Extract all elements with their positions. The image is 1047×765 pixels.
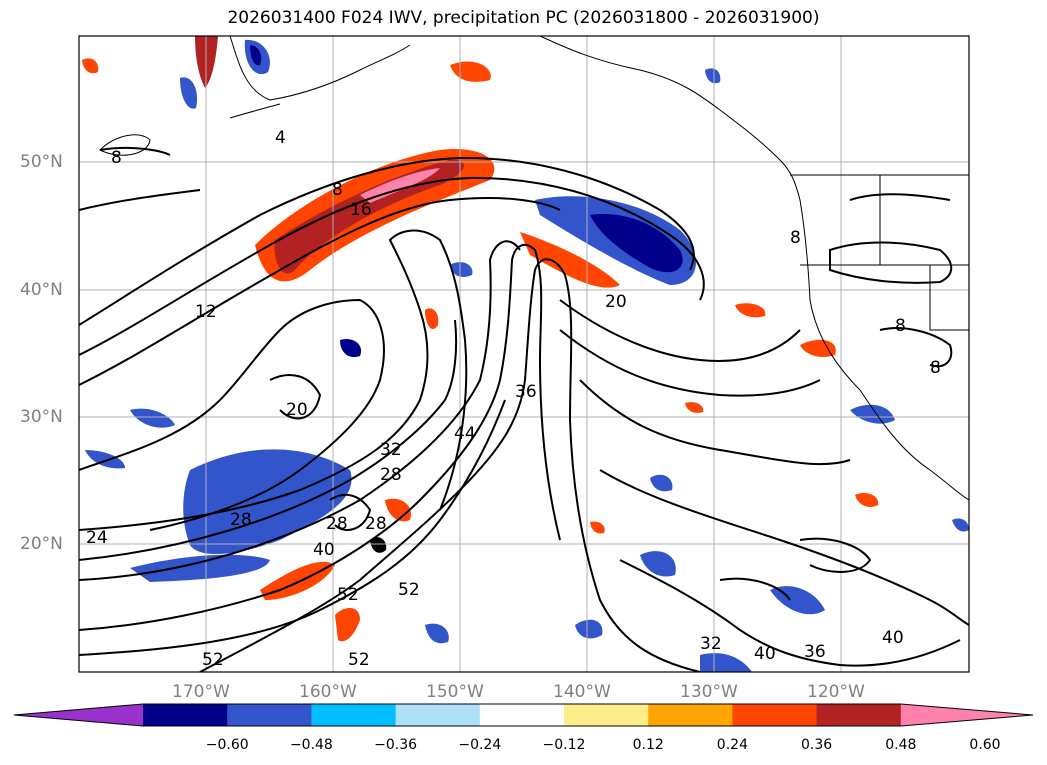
contour-label: 8 [930,358,941,378]
colorbar-extend-high [900,704,1033,726]
colorbar-tick-label: 0.36 [801,737,833,753]
contour-label: 24 [86,528,108,548]
lat-label-20n: 20°N [20,534,63,554]
contour-label: 4 [275,128,286,148]
coastlines [99,36,969,501]
contour-label: 40 [754,644,776,664]
contour-label: 28 [230,510,252,530]
contour-label: 20 [286,400,308,420]
contour-label: 16 [350,200,372,220]
colorbar-segment [479,704,565,726]
colorbar-segment [816,704,902,726]
lon-label-120w: 120°W [807,682,865,702]
lon-label-160w: 160°W [299,682,357,702]
colorbar-tick-label: −0.12 [542,737,586,753]
colorbar-tick-label: −0.48 [289,737,333,753]
colorbar-tick-label: −0.24 [458,737,502,753]
lon-label-130w: 130°W [680,682,738,702]
colorbar-segment [564,704,649,726]
contour-label: 8 [895,316,906,336]
contour-label: 8 [111,148,122,168]
colorbar-segment [732,704,818,726]
contour-label: 44 [454,424,476,444]
contour-label: 28 [326,514,348,534]
lon-label-170w: 170°W [172,682,230,702]
lat-label-30n: 30°N [20,407,63,427]
lat-label-40n: 40°N [20,280,63,300]
colorbar-tick-label: 0.12 [632,737,664,753]
iwv-contours [79,146,969,672]
contour-label: 52 [337,585,359,605]
colorbar-segment [143,704,228,726]
map-title: 2026031400 F024 IWV, precipitation PC (2… [227,8,820,28]
contour-label: 40 [313,540,335,560]
lat-label-50n: 50°N [20,152,63,172]
contour-label: 52 [398,580,420,600]
colorbar-tick-label: −0.60 [205,737,249,753]
contour-label: 20 [605,292,627,312]
contour-label: 32 [380,440,402,460]
colorbar-segment [227,704,312,726]
contour-label: 8 [332,180,343,200]
lon-label-140w: 140°W [553,682,611,702]
contour-label: 28 [365,514,387,534]
contour-label: 52 [348,650,370,670]
precip-negative-areas [85,39,969,672]
contour-label: 52 [202,650,224,670]
colorbar-tick-label: 0.48 [885,737,917,753]
colorbar-tick-label: 0.60 [969,737,1001,753]
contour-label: 28 [380,465,402,485]
lon-label-150w: 150°W [426,682,484,702]
contour-label: 40 [882,628,904,648]
contour-label: 36 [804,642,826,662]
colorbar-segment [648,704,733,726]
contour-label: 32 [700,634,722,654]
contour-label: 8 [790,228,801,248]
contour-label: 12 [195,302,217,322]
colorbar-tick-label: −0.36 [374,737,418,753]
colorbar [13,703,1034,727]
colorbar-segment [395,704,481,726]
colorbar-tick-label: 0.24 [716,737,748,753]
contour-label: 36 [515,382,537,402]
colorbar-segment [311,704,397,726]
colorbar-outline [13,703,1034,727]
colorbar-extend-low [14,704,143,726]
